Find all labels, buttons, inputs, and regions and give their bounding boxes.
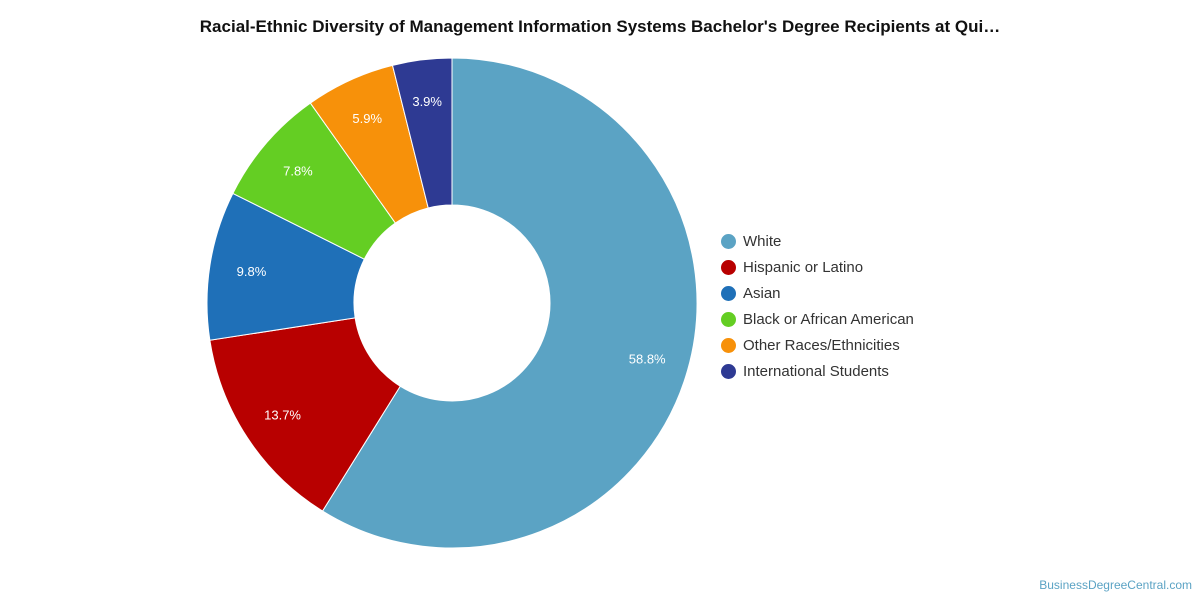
legend-item[interactable]: Other Races/Ethnicities: [721, 332, 914, 358]
donut-slice[interactable]: [321, 57, 698, 549]
legend-item[interactable]: White: [721, 228, 914, 254]
legend-item[interactable]: International Students: [721, 358, 914, 384]
legend-swatch-icon: [721, 337, 736, 353]
slice-data-label: 7.8%: [283, 163, 313, 178]
legend-swatch-icon: [721, 363, 736, 379]
legend-item[interactable]: Black or African American: [721, 306, 914, 332]
legend-swatch-icon: [721, 233, 736, 249]
legend-swatch-icon: [721, 311, 736, 327]
legend-swatch-icon: [721, 285, 736, 301]
donut-slice[interactable]: [391, 57, 453, 209]
slice-data-label: 9.8%: [237, 264, 267, 279]
slice-data-label: 58.8%: [629, 351, 666, 366]
legend-item[interactable]: Hispanic or Latino: [721, 254, 914, 280]
legend-item[interactable]: Asian: [721, 280, 914, 306]
donut-slice[interactable]: [209, 317, 401, 512]
source-credit: BusinessDegreeCentral.com: [1039, 578, 1192, 592]
legend-swatch-icon: [721, 259, 736, 275]
legend-label: Black or African American: [743, 310, 914, 328]
slice-data-label: 3.9%: [412, 94, 442, 109]
slice-data-label: 5.9%: [352, 111, 382, 126]
slice-data-label: 13.7%: [264, 407, 301, 422]
legend-label: White: [743, 232, 782, 250]
chart-title: Racial-Ethnic Diversity of Management In…: [199, 17, 1001, 36]
chart-legend: White Hispanic or Latino Asian Black or Afr…: [721, 228, 914, 384]
legend-label: International Students: [743, 362, 889, 380]
legend-label: Asian: [743, 284, 781, 302]
legend-label: Other Races/Ethnicities: [743, 336, 900, 354]
legend-label: Hispanic or Latino: [743, 258, 864, 276]
